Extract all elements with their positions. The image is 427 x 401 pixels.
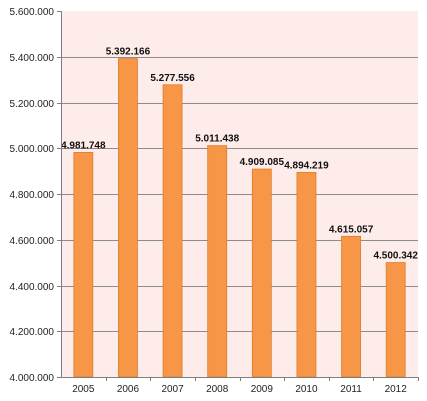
y-axis-tick-labels: 4.000.000 4.200.000 4.400.000 4.600.000 4.80…: [10, 7, 55, 384]
data-label-2006: 5.392.166: [106, 47, 151, 58]
bars: [73, 58, 406, 378]
bar-2009: [251, 168, 272, 378]
bar-2011: [341, 235, 361, 378]
data-label-2009: 4.909.085: [240, 157, 285, 168]
bar-2010: [296, 172, 317, 378]
data-label-2005: 4.981.748: [61, 140, 106, 151]
y-tick-label: 4.600.000: [10, 236, 55, 247]
y-tick-label: 5.600.000: [10, 7, 55, 18]
axes: [61, 11, 418, 378]
data-label-2011: 4.615.057: [329, 224, 374, 235]
data-label-2008: 5.011.438: [195, 134, 239, 145]
x-tick-label: 2008: [206, 384, 229, 395]
x-tick-label: 2010: [295, 384, 318, 395]
y-tick-label: 4.200.000: [10, 327, 55, 338]
bar-2012: [385, 262, 406, 378]
data-labels: 4.981.748 5.392.166 5.277.556 5.011.438 4.90…: [61, 47, 418, 262]
bar-2008: [207, 145, 228, 378]
data-label-2012: 4.500.342: [373, 251, 418, 262]
y-tick-label: 5.000.000: [10, 144, 55, 155]
y-tick-label: 5.200.000: [10, 99, 55, 110]
x-tick-label: 2007: [161, 384, 184, 395]
x-tick-label: 2012: [385, 384, 408, 395]
y-tick-label: 4.800.000: [10, 190, 55, 201]
y-tick-label: 5.400.000: [10, 53, 55, 64]
x-tick-label: 2006: [117, 384, 140, 395]
data-label-2007: 5.277.556: [150, 73, 195, 84]
bar-2006: [118, 58, 138, 378]
y-tick-label: 4.400.000: [10, 282, 55, 293]
x-axis-tick-labels: 2005 2006 2007 2008 2009 2010 2011 2012: [72, 377, 419, 395]
y-tick-label: 4.000.000: [10, 373, 55, 384]
x-tick-label: 2005: [72, 384, 95, 395]
data-label-2010: 4.894.219: [284, 160, 329, 171]
x-tick-label: 2011: [340, 384, 362, 395]
bar-2007: [162, 84, 183, 378]
x-tick-label: 2009: [251, 384, 274, 395]
bar-2005: [73, 152, 94, 378]
